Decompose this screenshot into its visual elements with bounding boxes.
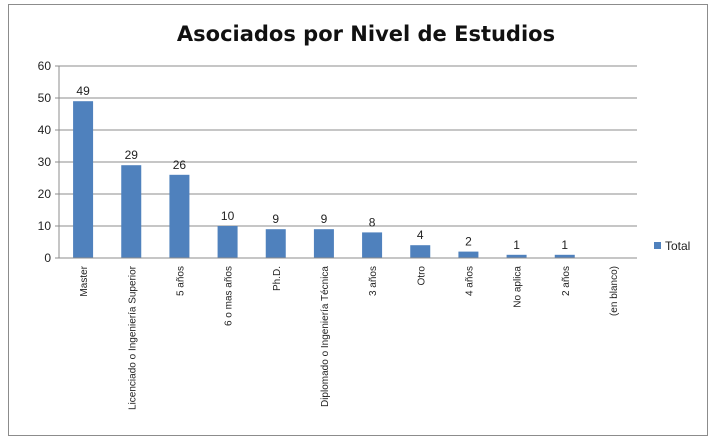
legend-label: Total <box>665 239 690 253</box>
bar <box>121 165 142 258</box>
x-tick-label: 4 años <box>464 266 475 296</box>
bar <box>506 254 527 258</box>
data-label: 2 <box>465 235 472 249</box>
x-tick-label: 5 años <box>175 266 186 296</box>
bar <box>313 229 334 258</box>
x-tick-label: Ph.D. <box>272 266 283 291</box>
legend: Total <box>654 239 690 253</box>
data-label: 8 <box>369 215 376 229</box>
bar <box>458 251 479 258</box>
chart-frame: Asociados por Nivel de Estudios 0 10 20 30 4… <box>8 4 708 436</box>
x-tick-label: Otro <box>416 266 427 286</box>
data-label: 9 <box>272 212 279 226</box>
data-label: 1 <box>513 238 520 252</box>
y-tick-label: 40 <box>38 123 52 137</box>
y-tick-label: 60 <box>38 59 52 73</box>
data-labels: 49 29 26 10 9 9 8 4 2 1 1 <box>76 84 568 252</box>
x-tick-label: Master <box>79 265 90 296</box>
y-tick-label: 30 <box>38 155 52 169</box>
y-tick-label: 0 <box>44 251 51 265</box>
bar <box>554 254 575 258</box>
x-tick-label: 2 años <box>561 266 572 296</box>
data-label: 10 <box>221 209 235 223</box>
bar <box>217 226 238 258</box>
gridlines <box>59 65 637 227</box>
bars <box>73 101 575 258</box>
data-label: 4 <box>417 228 424 242</box>
bar <box>362 232 383 258</box>
data-label: 9 <box>321 212 328 226</box>
legend-swatch <box>654 242 661 249</box>
bar <box>410 245 431 258</box>
data-label: 49 <box>76 84 90 98</box>
bar <box>265 229 286 258</box>
data-label: 1 <box>561 238 568 252</box>
y-tick-label: 10 <box>38 219 52 233</box>
x-tick-label: (en blanco) <box>609 266 620 316</box>
x-tick-label: Diplomado o Ingeniería Técnica <box>320 266 331 407</box>
bar-chart: Asociados por Nivel de Estudios 0 10 20 30 4… <box>38 22 691 410</box>
x-tick-label: No aplica <box>513 266 524 308</box>
bar <box>169 174 190 258</box>
data-label: 29 <box>125 148 139 162</box>
x-axis-labels: Master Licenciado o Ingeniería Superior 5 … <box>79 265 620 410</box>
bar <box>73 101 94 258</box>
x-tick-label: Licenciado o Ingeniería Superior <box>127 265 138 410</box>
y-axis-ticks: 0 10 20 30 40 50 60 <box>38 59 59 265</box>
chart-title: Asociados por Nivel de Estudios <box>177 22 555 46</box>
y-tick-label: 50 <box>38 91 52 105</box>
x-tick-label: 3 años <box>368 266 379 296</box>
data-label: 26 <box>173 158 187 172</box>
y-tick-label: 20 <box>38 187 52 201</box>
x-tick-label: 6 o mas años <box>224 266 235 326</box>
